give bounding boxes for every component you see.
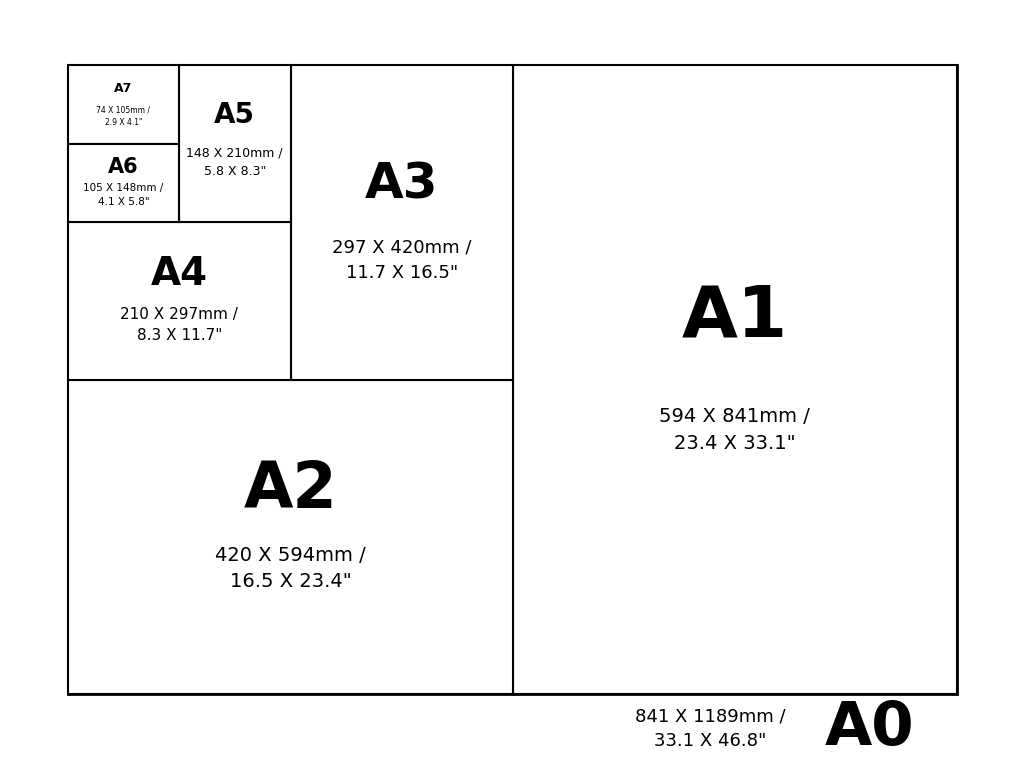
- Bar: [178, 65, 291, 222]
- Text: A6: A6: [108, 157, 138, 177]
- Text: 594 X 841mm /
23.4 X 33.1": 594 X 841mm / 23.4 X 33.1": [659, 407, 810, 453]
- Bar: [291, 65, 513, 380]
- Text: 74 X 105mm /
2.9 X 4.1": 74 X 105mm / 2.9 X 4.1": [96, 105, 151, 127]
- Text: 841 X 1189mm /
33.1 X 46.8": 841 X 1189mm / 33.1 X 46.8": [635, 707, 785, 751]
- Text: 297 X 420mm /
11.7 X 16.5": 297 X 420mm / 11.7 X 16.5": [332, 238, 472, 281]
- Text: 105 X 148mm /
4.1 X 5.8": 105 X 148mm / 4.1 X 5.8": [83, 182, 164, 207]
- Text: A5: A5: [214, 102, 255, 129]
- Bar: [68, 222, 291, 380]
- Text: 420 X 594mm /
16.5 X 23.4": 420 X 594mm / 16.5 X 23.4": [215, 545, 366, 591]
- Text: 210 X 297mm /
8.3 X 11.7": 210 X 297mm / 8.3 X 11.7": [121, 307, 239, 343]
- Bar: [68, 144, 178, 222]
- Text: 148 X 210mm /
5.8 X 8.3": 148 X 210mm / 5.8 X 8.3": [186, 147, 283, 178]
- Text: A2: A2: [244, 459, 337, 521]
- Text: A3: A3: [366, 161, 438, 208]
- Bar: [68, 65, 178, 144]
- Bar: [513, 65, 957, 694]
- Text: A0: A0: [825, 700, 914, 758]
- Text: A4: A4: [151, 255, 208, 293]
- Text: A7: A7: [114, 82, 132, 95]
- Bar: [68, 380, 513, 694]
- Text: A1: A1: [682, 282, 788, 351]
- Bar: [68, 65, 957, 694]
